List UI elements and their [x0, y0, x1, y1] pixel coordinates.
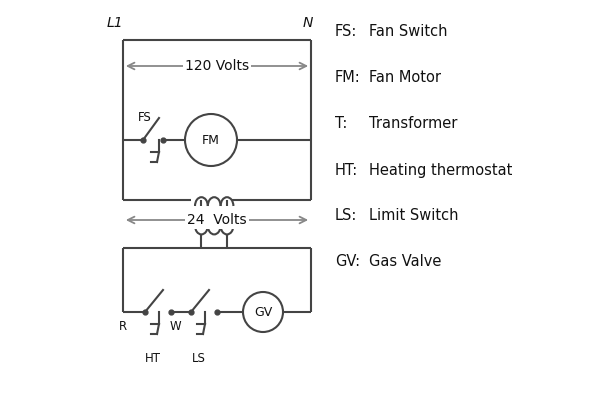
Text: R: R	[119, 320, 127, 333]
Text: LS: LS	[192, 352, 206, 365]
Text: 120 Volts: 120 Volts	[185, 59, 249, 73]
Text: L1: L1	[107, 16, 124, 30]
Text: Gas Valve: Gas Valve	[369, 254, 441, 270]
Text: GV: GV	[254, 306, 272, 318]
Text: FM:: FM:	[335, 70, 360, 86]
Text: T:: T:	[335, 116, 348, 132]
Text: LS:: LS:	[335, 208, 358, 224]
Text: Transformer: Transformer	[369, 116, 457, 132]
Text: FM: FM	[202, 134, 220, 146]
Text: GV:: GV:	[335, 254, 360, 270]
Text: N: N	[303, 16, 313, 30]
Text: Fan Motor: Fan Motor	[369, 70, 441, 86]
Text: T: T	[235, 215, 242, 228]
Text: HT: HT	[145, 352, 161, 365]
Text: Limit Switch: Limit Switch	[369, 208, 458, 224]
Text: Heating thermostat: Heating thermostat	[369, 162, 512, 178]
Text: HT:: HT:	[335, 162, 358, 178]
Text: FS:: FS:	[335, 24, 358, 40]
Text: W: W	[169, 320, 181, 333]
Text: 24  Volts: 24 Volts	[187, 213, 247, 227]
Text: FS: FS	[138, 111, 152, 124]
Text: Fan Switch: Fan Switch	[369, 24, 447, 40]
